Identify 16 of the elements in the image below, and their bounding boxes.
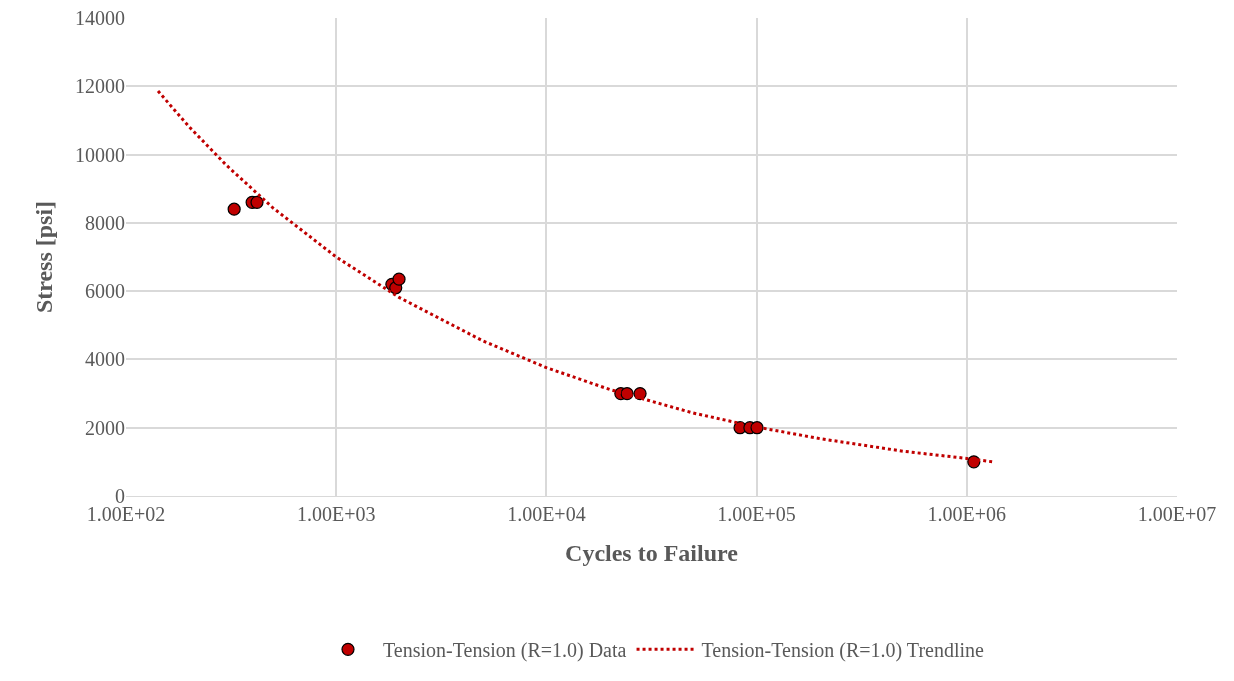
y-tick-label: 2000 [85, 416, 125, 439]
x-tick-label: 1.00E+04 [507, 503, 586, 525]
y-tick-label: 12000 [75, 75, 125, 98]
y-tick-label: 14000 [75, 7, 125, 29]
y-tick-label: 6000 [85, 280, 125, 303]
y-tick-label: 8000 [85, 211, 125, 234]
x-tick-label: 1.00E+03 [296, 503, 376, 525]
legend-label: Tension-Tension (R=1.0) Trendline [701, 639, 985, 663]
legend-label: Tension-Tension (R=1.0) Data [383, 639, 627, 663]
x-tick-label: 1.00E+06 [927, 503, 1007, 525]
y-axis-title: Stress [psi] [31, 200, 58, 314]
y-tick-label: 4000 [85, 348, 125, 371]
y-tick-label: 10000 [75, 143, 125, 166]
x-axis-title: Cycles to Failure [565, 540, 739, 567]
x-tick-label: 1.00E+07 [1137, 503, 1217, 525]
x-tick-label: 1.00E+05 [717, 503, 796, 525]
